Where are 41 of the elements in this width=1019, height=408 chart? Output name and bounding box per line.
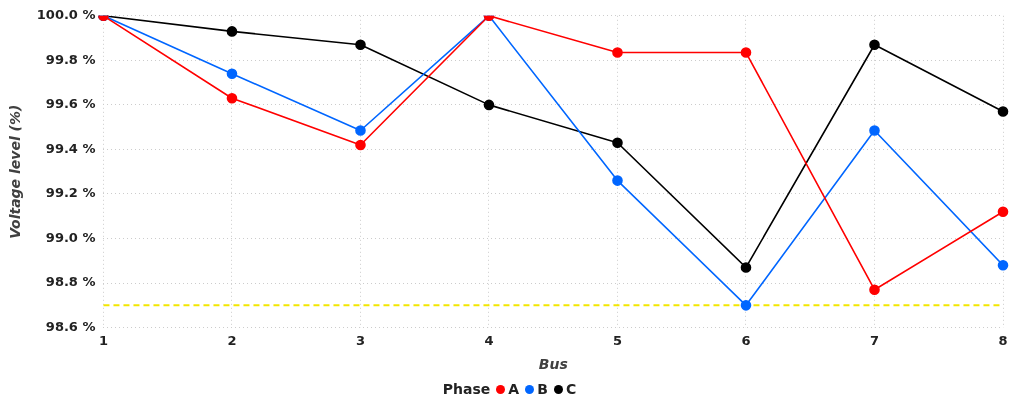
x-tick-label: 2: [227, 332, 237, 348]
y-tick-label: 100.0 %: [36, 7, 96, 23]
point: [355, 139, 366, 151]
legend-label: C: [564, 381, 577, 397]
point: [226, 26, 238, 37]
point: [869, 284, 880, 296]
y-tick-label: 98.6 %: [45, 318, 96, 334]
y-tick-label: 99.0 %: [45, 229, 96, 245]
y-tick-label: 99.8 %: [45, 51, 96, 67]
point: [483, 99, 495, 111]
y-axis-title: Voltage level (%): [7, 104, 24, 239]
x-tick-label: 3: [355, 332, 365, 348]
y-tick-label: 98.8 %: [45, 274, 96, 290]
legend-label: B: [536, 381, 548, 397]
y-tick-label: 99.2 %: [45, 185, 96, 201]
point: [740, 47, 752, 58]
point: [997, 206, 1009, 218]
point: [226, 68, 238, 80]
point: [740, 300, 752, 311]
point: [226, 92, 238, 104]
x-axis-title: Bus: [538, 356, 568, 373]
point: [612, 137, 623, 149]
point: [997, 259, 1009, 271]
legend-title: Phase: [442, 381, 491, 397]
point: [869, 39, 880, 51]
y-tick-label: 99.4 %: [45, 140, 96, 156]
point: [355, 39, 366, 51]
point: [612, 175, 623, 186]
point: [612, 47, 623, 58]
x-tick-label: 8: [998, 332, 1008, 348]
point: [869, 125, 880, 136]
x-tick-label: 7: [869, 332, 880, 348]
x-tick-label: 5: [612, 332, 623, 348]
y-tick-label: 99.6 %: [45, 96, 96, 112]
point: [355, 125, 366, 136]
x-tick-label: 1: [98, 332, 108, 348]
point: [740, 262, 752, 273]
x-tick-label: 4: [484, 332, 494, 348]
point: [997, 106, 1009, 117]
x-tick-label: 6: [741, 332, 751, 348]
legend-label: A: [507, 381, 520, 397]
